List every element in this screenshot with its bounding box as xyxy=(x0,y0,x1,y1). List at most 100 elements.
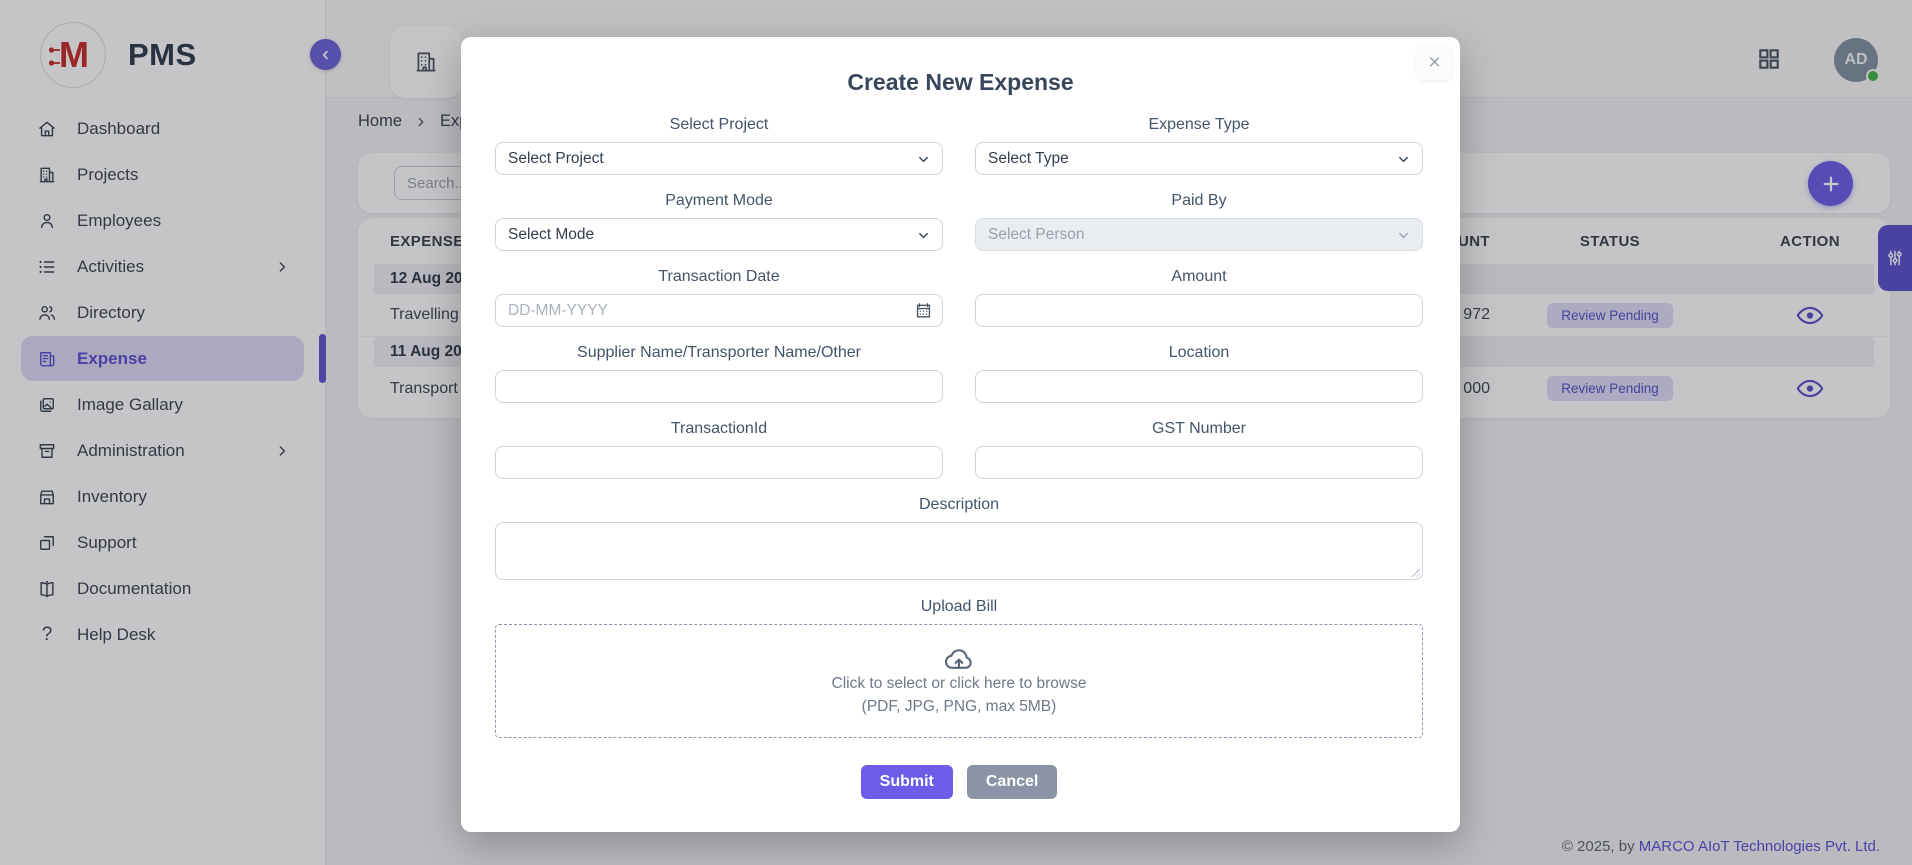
view-expense-icon[interactable] xyxy=(1796,306,1824,325)
column-action: ACTION xyxy=(1780,232,1840,250)
chevron-down-icon xyxy=(1399,232,1408,239)
close-icon: × xyxy=(1428,51,1441,74)
cell-amount: 000 xyxy=(1463,379,1490,397)
organization-button[interactable] xyxy=(390,26,462,98)
modal-close-button[interactable]: × xyxy=(1417,45,1452,80)
expense-form: Select Project Select Project Expense Ty… xyxy=(495,116,1423,799)
app-title: PMS xyxy=(128,37,197,72)
sidebar-item-help-desk[interactable]: ? Help Desk xyxy=(21,612,304,657)
cloud-upload-icon xyxy=(945,649,972,669)
expense-type-label: Expense Type xyxy=(1148,116,1250,133)
sidebar: M PMS Dashboard Projects Emplo xyxy=(0,0,326,865)
expense-type-value: Select Type xyxy=(988,149,1069,167)
active-indicator xyxy=(319,334,326,383)
person-icon xyxy=(37,211,57,231)
footer: © 2025, by MARCO AIoT Technologies Pvt. … xyxy=(1562,838,1880,855)
add-expense-button[interactable] xyxy=(1808,161,1853,206)
pms-logo: M xyxy=(40,22,106,88)
copy-icon xyxy=(37,533,57,553)
supplier-name-input[interactable] xyxy=(495,370,943,403)
sidebar-item-administration[interactable]: Administration xyxy=(21,428,304,473)
cell-expense-type: Transport xyxy=(390,379,458,397)
transaction-date-input[interactable] xyxy=(495,294,943,327)
upload-instruction: Click to select or click here to browse xyxy=(831,675,1087,692)
expense-type-dropdown[interactable]: Select Type xyxy=(975,142,1423,175)
footer-copyright: © 2025, by xyxy=(1561,838,1639,855)
sidebar-item-projects[interactable]: Projects xyxy=(21,152,304,197)
home-icon xyxy=(37,119,57,139)
sidebar-item-label: Directory xyxy=(77,302,146,322)
modal-title: Create New Expense xyxy=(847,69,1074,95)
gallery-icon xyxy=(37,395,57,415)
gst-number-label: GST Number xyxy=(1152,420,1246,437)
cancel-button[interactable]: Cancel xyxy=(966,765,1058,799)
sidebar-item-dashboard[interactable]: Dashboard xyxy=(21,106,304,151)
footer-company-link[interactable]: MARCO AIoT Technologies Pvt. Ltd. xyxy=(1638,838,1880,855)
sidebar-collapse-button[interactable] xyxy=(310,39,341,70)
chevron-right-icon xyxy=(414,115,428,129)
payment-mode-value: Select Mode xyxy=(508,225,595,243)
cell-amount: 972 xyxy=(1463,306,1490,323)
payment-mode-dropdown[interactable]: Select Mode xyxy=(495,218,943,251)
paid-by-value: Select Person xyxy=(988,225,1085,243)
logo-row: M PMS xyxy=(0,0,325,88)
upload-dropzone[interactable]: Click to select or click here to browse … xyxy=(495,624,1423,738)
sidebar-item-image-gallary[interactable]: Image Gallary xyxy=(21,382,304,427)
sidebar-item-employees[interactable]: Employees xyxy=(21,198,304,243)
apps-grid-icon[interactable] xyxy=(1756,46,1782,72)
sidebar-item-directory[interactable]: Directory xyxy=(21,290,304,335)
sidebar-item-documentation[interactable]: Documentation xyxy=(21,566,304,611)
question-icon: ? xyxy=(41,623,53,645)
create-expense-modal: × Create New Expense Select Project Sele… xyxy=(461,37,1460,832)
sidebar-item-label: Dashboard xyxy=(77,118,161,138)
archive-icon xyxy=(37,441,57,461)
book-icon xyxy=(37,579,57,599)
sidebar-item-label: Projects xyxy=(77,164,139,184)
paid-by-dropdown: Select Person xyxy=(975,218,1423,251)
plus-icon xyxy=(1822,175,1839,192)
transaction-id-label: TransactionId xyxy=(670,420,768,437)
location-label: Location xyxy=(1168,344,1230,361)
description-label: Description xyxy=(918,496,1000,513)
status-badge: Review Pending xyxy=(1547,302,1673,328)
sidebar-item-expense[interactable]: Expense xyxy=(21,334,326,383)
view-expense-icon[interactable] xyxy=(1796,379,1824,398)
chevron-down-icon xyxy=(1399,156,1408,163)
supplier-name-label: Supplier Name/Transporter Name/Other xyxy=(577,344,861,361)
sidebar-item-label: Employees xyxy=(77,210,162,230)
transaction-id-input[interactable] xyxy=(495,446,943,479)
user-avatar[interactable]: AD xyxy=(1834,38,1880,83)
sidebar-item-label: Documentation xyxy=(77,578,192,598)
gst-number-input[interactable] xyxy=(975,446,1423,479)
store-icon xyxy=(37,487,57,507)
description-textarea[interactable] xyxy=(495,522,1423,580)
online-status-dot xyxy=(1866,69,1880,83)
sidebar-item-inventory[interactable]: Inventory xyxy=(21,474,304,519)
chevron-down-icon xyxy=(919,232,928,239)
sidebar-item-support[interactable]: Support xyxy=(21,520,304,565)
cell-expense-type: Travelling xyxy=(390,306,459,323)
submit-button[interactable]: Submit xyxy=(860,765,953,799)
sidebar-item-label: Activities xyxy=(77,256,145,276)
receipt-icon xyxy=(37,349,57,369)
sidebar-item-label: Inventory xyxy=(77,486,147,506)
sidebar-item-activities[interactable]: Activities xyxy=(21,244,304,289)
location-input[interactable] xyxy=(975,370,1423,403)
amount-input[interactable] xyxy=(975,294,1423,327)
sidebar-item-label: Image Gallary xyxy=(77,394,183,414)
breadcrumb-home[interactable]: Home xyxy=(358,112,403,130)
upload-filetypes: (PDF, JPG, PNG, max 5MB) xyxy=(861,698,1057,715)
group-date: 11 Aug 2025 xyxy=(390,343,480,360)
amount-label: Amount xyxy=(1171,268,1227,285)
table-row: Transport 000 Review Pending xyxy=(358,367,1890,410)
chevron-right-icon xyxy=(279,445,285,456)
group-date: 12 Aug 2025 xyxy=(390,270,480,287)
payment-mode-label: Payment Mode xyxy=(665,192,773,209)
table-settings-tab[interactable] xyxy=(1878,225,1912,291)
cell-status: Review Pending xyxy=(1490,376,1730,401)
select-project-dropdown[interactable]: Select Project xyxy=(495,142,943,175)
sidebar-nav: Dashboard Projects Employees Activities xyxy=(0,106,326,657)
select-project-value: Select Project xyxy=(508,149,604,167)
logo-letter: M xyxy=(59,34,89,75)
